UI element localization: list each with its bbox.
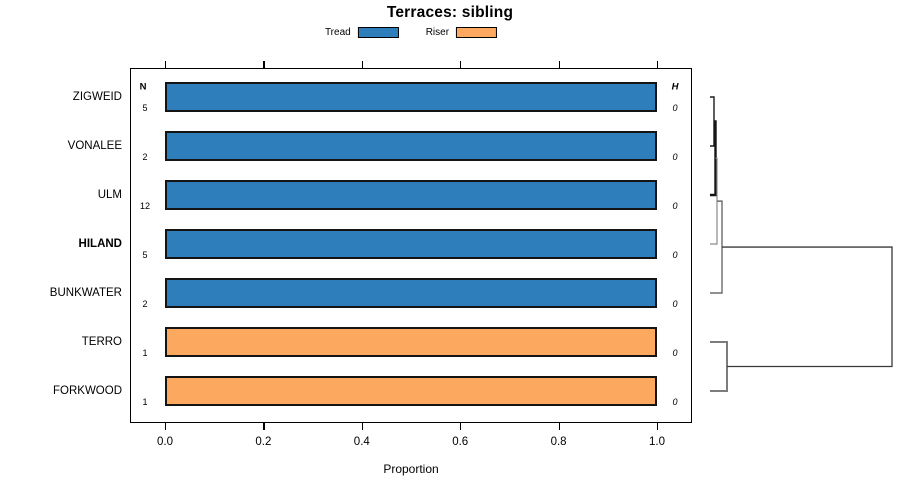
x-tick-top [657,61,659,68]
n-value: 5 [142,250,148,260]
h-value: 0 [672,397,678,407]
proportion-bar [165,327,657,357]
plot-frame [130,68,692,423]
x-tick-label: 0.2 [255,436,272,448]
n-value: 5 [142,103,148,113]
x-tick-bottom [558,423,560,430]
row-label: VONALEE [67,140,122,152]
n-value: 12 [139,201,151,211]
n-value: 2 [142,152,148,162]
dendrogram-link [722,246,893,368]
legend-item-riser: Riser [425,27,498,38]
x-tick-top [361,61,363,68]
dendrogram-link [710,120,717,197]
legend-swatch-riser [456,27,498,38]
row-label: ULM [97,189,122,201]
dendrogram-link [710,200,723,294]
x-tick-bottom [460,423,462,430]
legend: Tread Riser [325,27,498,38]
n-value: 1 [142,397,148,407]
x-tick-bottom [165,423,167,430]
chart-title: Terraces: sibling [386,4,514,21]
x-tick-bottom [657,423,659,430]
n-value: 2 [142,299,148,309]
h-value: 0 [672,250,678,260]
x-tick-top [460,61,462,68]
x-tick-top [165,61,167,68]
n-value: 1 [142,348,148,358]
h-value: 0 [672,348,678,358]
h-column-header: H [671,81,679,93]
row-label: ZIGWEID [72,91,122,103]
proportion-bar [165,180,657,210]
dendrogram-link [710,96,715,147]
row-label: BUNKWATER [49,287,122,299]
x-tick-label: 1.0 [649,436,665,448]
x-tick-label: 0.4 [353,436,370,448]
proportion-bar [165,131,657,161]
x-tick-top [558,61,560,68]
row-label: TERRO [81,336,122,348]
x-tick-top [263,61,265,68]
row-label: HILAND [78,238,122,250]
h-value: 0 [672,103,678,113]
x-axis-title: Proportion [383,462,439,476]
proportion-bar [165,376,657,406]
x-tick-bottom [263,423,265,430]
proportion-bar [165,82,657,112]
h-value: 0 [672,201,678,211]
n-column-header: N [139,81,147,93]
x-tick-bottom [361,423,363,430]
legend-item-tread: Tread [325,27,399,38]
legend-swatch-tread [357,27,399,38]
legend-label-riser: Riser [425,27,450,38]
dendrogram-link [710,341,728,392]
legend-label-tread: Tread [324,27,351,38]
x-tick-label: 0.0 [157,436,173,448]
row-label: FORKWOOD [53,385,122,397]
h-value: 0 [672,152,678,162]
proportion-bar [165,229,657,259]
x-tick-label: 0.8 [550,436,567,448]
x-tick-label: 0.6 [452,436,469,448]
h-value: 0 [672,299,678,309]
proportion-bar [165,278,657,308]
